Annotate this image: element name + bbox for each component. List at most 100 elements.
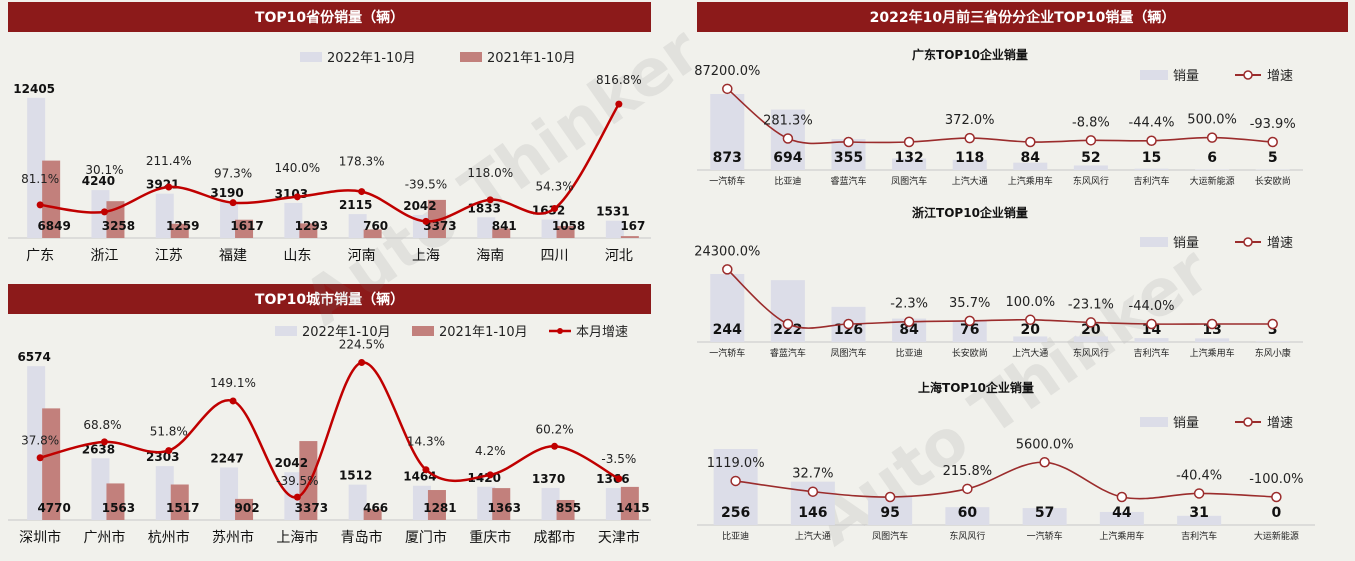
growth-marker	[886, 493, 895, 502]
legend-swatch	[300, 52, 322, 62]
growth-label: 215.8%	[943, 464, 993, 479]
growth-marker	[1208, 320, 1217, 329]
bar-volume-label: 5	[1268, 150, 1278, 166]
legend-swatch	[1140, 70, 1168, 80]
bar-2021-label: 3373	[295, 501, 328, 515]
category-label: 大运新能源	[1190, 175, 1235, 187]
growth-marker	[1117, 493, 1126, 502]
subchart-title: 广东TOP10企业销量	[912, 47, 1028, 62]
bar-2021-label: 466	[363, 501, 388, 515]
growth-marker	[1272, 493, 1281, 502]
category-label: 上汽乘用车	[1099, 530, 1144, 542]
legend-label: 增速	[1267, 416, 1293, 431]
growth-label: 24300.0%	[694, 244, 760, 259]
bar-volume-label: 15	[1142, 150, 1161, 166]
growth-marker	[1268, 138, 1277, 147]
growth-line	[727, 269, 1272, 328]
growth-label: 4.2%	[475, 444, 506, 458]
growth-label: 54.3%	[535, 180, 573, 194]
legend-swatch	[460, 52, 482, 62]
growth-marker	[783, 320, 792, 329]
category-label: 凤图汽车	[830, 347, 866, 359]
bar-2022-label: 1833	[468, 201, 501, 215]
subchart-title: 上海TOP10企业销量	[918, 380, 1034, 395]
growth-marker	[101, 208, 108, 215]
growth-marker	[422, 218, 429, 225]
category-label: 广东	[26, 248, 54, 264]
category-label: 河南	[348, 248, 376, 264]
category-label: 大运新能源	[1254, 530, 1299, 542]
bar-volume-label: 118	[955, 150, 984, 166]
bar-2022-label: 2042	[403, 199, 436, 213]
legend-label: 2022年1-10月	[327, 51, 416, 66]
growth-marker	[731, 476, 740, 485]
bar-volume-label: 132	[894, 150, 923, 166]
growth-marker	[963, 484, 972, 493]
growth-marker	[487, 196, 494, 203]
bar-volume-label: 57	[1035, 505, 1054, 521]
bar-2021-label: 1281	[423, 501, 456, 515]
bar-2021-label: 855	[556, 501, 581, 515]
growth-label: 30.1%	[85, 163, 123, 177]
growth-label: -93.9%	[1250, 117, 1296, 132]
legend-label: 2021年1-10月	[439, 325, 528, 340]
growth-marker	[101, 438, 108, 445]
category-label: 江苏	[155, 248, 183, 264]
growth-label: 60.2%	[535, 422, 573, 436]
growth-marker	[905, 138, 914, 147]
category-label: 上汽大通	[952, 175, 988, 187]
bar-2021-label: 4770	[37, 501, 70, 515]
category-label: 重庆市	[469, 529, 511, 546]
category-label: 河北	[605, 248, 633, 264]
growth-label: -100.0%	[1249, 472, 1303, 487]
bar-2021-label: 1517	[166, 501, 199, 515]
legend-label: 2021年1-10月	[487, 51, 576, 66]
category-label: 四川	[541, 248, 569, 264]
growth-label: 32.7%	[792, 467, 833, 482]
growth-marker	[1268, 320, 1277, 329]
growth-marker	[1208, 133, 1217, 142]
growth-label: 87200.0%	[694, 64, 760, 79]
growth-label: 372.0%	[945, 113, 995, 128]
growth-marker	[551, 443, 558, 450]
growth-marker	[230, 199, 237, 206]
legend-swatch	[412, 326, 434, 336]
growth-marker	[1147, 320, 1156, 329]
category-label: 吉利汽车	[1133, 175, 1169, 187]
growth-label: -40.4%	[1176, 468, 1222, 483]
category-label: 深圳市	[19, 529, 61, 546]
bar-2021-label: 841	[492, 219, 517, 233]
legend-label: 本月增速	[576, 325, 628, 340]
bar-2021-label: 1563	[102, 501, 135, 515]
category-label: 上汽乘用车	[1190, 347, 1235, 359]
bar-2021-label: 902	[235, 501, 260, 515]
growth-marker	[294, 193, 301, 200]
category-label: 吉利汽车	[1133, 347, 1169, 359]
growth-marker	[487, 471, 494, 478]
bar-2022-label: 2042	[275, 456, 308, 470]
bar-2022-label: 1370	[532, 472, 565, 486]
category-label: 上海	[412, 248, 440, 264]
growth-label: 118.0%	[467, 166, 513, 180]
category-label: 比亚迪	[896, 347, 923, 359]
category-label: 凤图汽车	[872, 530, 908, 542]
growth-label: 35.7%	[949, 296, 990, 311]
category-label: 一汽轿车	[709, 175, 745, 187]
growth-label: 816.8%	[596, 73, 642, 87]
category-label: 睿蓝汽车	[830, 175, 866, 187]
category-label: 上海市	[276, 529, 318, 546]
legend-label: 销量	[1173, 69, 1199, 84]
bar-volume-label: 873	[713, 150, 742, 166]
legend-line-marker	[1244, 418, 1252, 426]
growth-marker	[615, 101, 622, 108]
growth-label: -44.0%	[1129, 299, 1175, 314]
growth-label: 100.0%	[1006, 295, 1056, 310]
growth-label: 14.3%	[407, 435, 445, 449]
bar-2022-label: 2247	[210, 451, 243, 465]
bar-2021	[621, 236, 639, 238]
growth-marker	[965, 316, 974, 325]
growth-marker	[783, 134, 792, 143]
legend-label: 销量	[1173, 236, 1199, 251]
legend-swatch	[1140, 417, 1168, 427]
bar-volume-label: 52	[1081, 150, 1100, 166]
